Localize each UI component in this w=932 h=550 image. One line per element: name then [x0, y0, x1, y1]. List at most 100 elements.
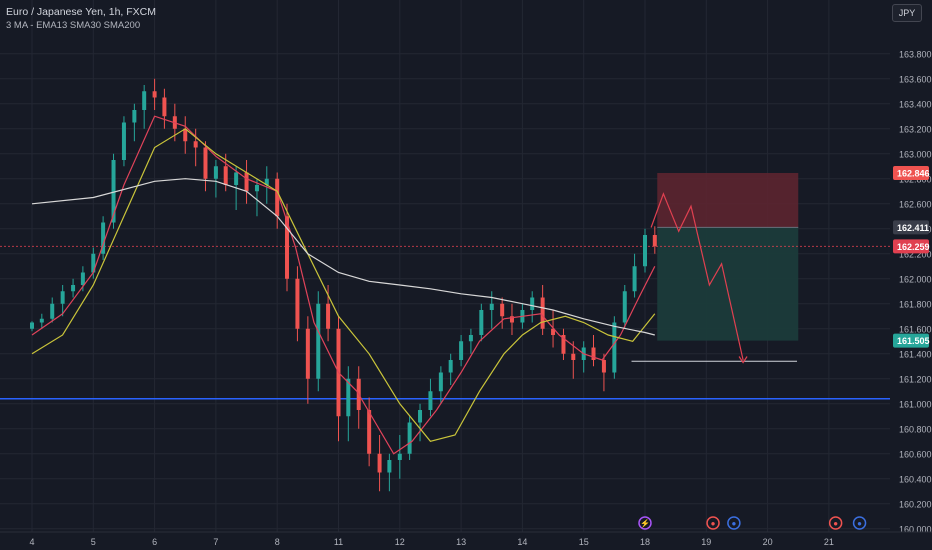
candle-body — [397, 453, 402, 460]
price-tick-label: 162.200 — [899, 249, 932, 259]
candle-body — [285, 216, 290, 279]
candle-body — [530, 297, 535, 310]
time-axis-bg — [0, 532, 932, 550]
candle-body — [571, 353, 576, 360]
price-label-tag — [893, 220, 929, 235]
projection-path[interactable] — [650, 192, 748, 364]
price-tick-label: 160.200 — [899, 499, 932, 509]
candle-body — [132, 110, 137, 123]
candlesticks — [30, 78, 657, 492]
candle-body — [234, 172, 239, 185]
candle-body — [30, 322, 34, 329]
candle-body — [213, 166, 218, 179]
event-marker-symbol: ● — [711, 519, 716, 528]
price-tick-label: 160.800 — [899, 424, 932, 434]
time-tick-label: 19 — [701, 537, 711, 547]
candle-body — [509, 316, 514, 323]
candle-body — [500, 303, 505, 317]
candle-body — [377, 453, 382, 473]
time-tick-label: 5 — [91, 537, 96, 547]
moving-averages — [31, 115, 656, 455]
ma-line-sma200 — [31, 178, 655, 336]
price-label-tag — [893, 239, 929, 254]
currency-button[interactable]: JPY — [892, 4, 922, 22]
price-tick-label: 161.800 — [899, 299, 932, 309]
time-tick-label: 7 — [213, 537, 218, 547]
event-marker — [706, 516, 720, 530]
price-tick-label: 163.800 — [899, 49, 932, 59]
candle-body — [244, 172, 249, 192]
grid — [0, 0, 890, 532]
price-tick-label: 162.600 — [899, 199, 932, 209]
symbol-title[interactable]: Euro / Japanese Yen, 1h, FXCM — [6, 6, 157, 18]
time-tick-label: 13 — [456, 537, 466, 547]
candle-body — [264, 178, 269, 185]
time-tick-label: 20 — [763, 537, 773, 547]
time-tick-label: 12 — [395, 537, 405, 547]
candle-body — [346, 378, 351, 417]
candle-body — [612, 322, 617, 373]
candle-body — [183, 128, 188, 142]
candle-body — [71, 285, 76, 292]
price-tick-label: 160.400 — [899, 474, 932, 484]
short-position-zones[interactable] — [657, 173, 799, 341]
time-tick-label: 11 — [334, 537, 343, 547]
candle-body — [305, 328, 310, 379]
candle-body — [622, 291, 627, 323]
time-tick-label: 6 — [152, 537, 157, 547]
price-tick-label: 163.600 — [899, 74, 932, 84]
candle-body — [101, 222, 106, 254]
price-tick-label: 161.200 — [899, 374, 932, 384]
candle-body — [591, 347, 596, 360]
time-tick-label: 8 — [275, 537, 280, 547]
candle-body — [275, 178, 280, 217]
candle-body — [152, 91, 157, 98]
candle-body — [479, 310, 484, 335]
price-tick-label: 160.000 — [899, 524, 932, 534]
price-label-value: 162.259 — [897, 242, 930, 252]
time-axis[interactable]: 4 5 6 7 8 11 12 13 14 15 18 19 20 21 — [0, 531, 932, 550]
time-tick-label: 14 — [517, 537, 527, 547]
time-tick-label: 18 — [640, 537, 650, 547]
price-label-value: 162.411 — [897, 223, 929, 233]
candle-body — [367, 410, 372, 454]
event-marker-symbol: ⚡ — [640, 518, 650, 528]
ma-line-ema13 — [31, 115, 656, 455]
candle-body — [601, 360, 606, 373]
event-marker-symbol: ● — [833, 519, 838, 528]
indicator-legend[interactable]: 3 MA - EMA13 SMA30 SMA200 — [6, 20, 141, 31]
candle-body — [223, 166, 228, 185]
horizontal-levels[interactable] — [0, 245, 890, 400]
stop-loss-zone — [657, 173, 799, 228]
candle-body — [540, 297, 545, 329]
candle-body — [489, 303, 494, 310]
candle-body — [50, 303, 55, 319]
candle-body — [418, 410, 423, 423]
candle-body — [60, 291, 65, 304]
candle-body — [80, 272, 85, 285]
candle-body — [387, 460, 392, 473]
candle-body — [652, 235, 657, 247]
price-label-tag — [893, 333, 929, 348]
candle-body — [407, 422, 412, 454]
price-axis[interactable]: 163.800 163.600 163.400 163.200 163.000 162.8… — [890, 0, 932, 550]
candle-body — [468, 335, 473, 342]
candle-body — [459, 341, 464, 360]
candle-body — [121, 122, 126, 160]
price-tick-label: 163.200 — [899, 124, 932, 134]
price-label-value: 161.505 — [897, 336, 930, 346]
event-markers[interactable]: ⚡ ● ● ● ● — [638, 516, 867, 530]
price-tick-label: 161.400 — [899, 349, 932, 359]
candle-body — [295, 278, 300, 329]
projection-arrowhead — [738, 356, 748, 364]
price-tick-label: 160.600 — [899, 449, 932, 459]
price-tick-label: 161.600 — [899, 324, 932, 334]
candle-body — [438, 372, 443, 392]
time-tick-label: 4 — [29, 537, 34, 547]
event-marker — [727, 516, 741, 530]
event-marker-symbol: ● — [857, 519, 862, 528]
candle-body — [551, 328, 556, 335]
event-marker — [638, 516, 652, 530]
